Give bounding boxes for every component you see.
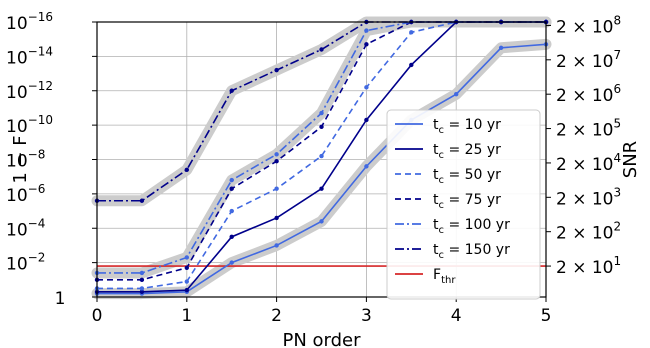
legend-box (386, 109, 541, 300)
data-point (184, 287, 189, 293)
legend-label: tc = 10 yr (433, 117, 501, 136)
right-tick-label: 2 × 103 (556, 185, 621, 209)
data-point (274, 159, 279, 164)
x-tick-label: 3 (361, 306, 372, 326)
left-tick-label: 10−16 (6, 10, 53, 34)
data-point (229, 186, 234, 191)
right-y-axis-label: SNR (620, 141, 641, 178)
data-point (319, 110, 324, 116)
data-point (274, 186, 279, 191)
data-point (229, 177, 234, 183)
left-tick-label: 1 (55, 289, 66, 309)
data-point (229, 234, 234, 240)
data-point (364, 42, 369, 47)
left-y-ticks: 1 10−2 10−4 10−6 10−8 10−10 10−12 10−14 10−16 (6, 10, 97, 309)
x-tick-label: 0 (92, 306, 103, 326)
data-point (454, 91, 459, 97)
right-y-ticks: 2 × 101 2 × 102 2 × 103 2 × 104 2 × 105 2 × 1… (546, 13, 621, 278)
x-ticks: 0 1 2 3 4 5 (92, 297, 552, 326)
data-point (139, 286, 145, 291)
data-point (229, 208, 234, 214)
legend: tc = 10 yr tc = 25 yr tc = 50 yr tc = 75 yr… (386, 109, 541, 300)
data-point (139, 289, 145, 295)
data-point (364, 117, 369, 123)
x-tick-label: 1 (181, 306, 192, 326)
data-point (274, 152, 279, 157)
x-tick-label: 2 (271, 306, 282, 326)
data-point (409, 62, 414, 68)
left-tick-label: 10−14 (6, 44, 53, 68)
left-tick-label: 10−2 (6, 251, 45, 275)
data-point (184, 265, 189, 270)
legend-label: tc = 25 yr (433, 142, 501, 161)
x-tick-label: 5 (541, 306, 552, 326)
data-point (364, 85, 369, 90)
data-point (319, 47, 324, 52)
data-point (274, 215, 279, 221)
data-point (409, 30, 414, 35)
left-tick-label: 10−10 (6, 113, 53, 137)
right-tick-label: 2 × 101 (556, 254, 621, 278)
legend-label: Fthr (433, 267, 456, 286)
data-point (274, 243, 279, 248)
right-tick-label: 2 × 105 (556, 117, 621, 141)
legend-label: tc = 100 yr (433, 217, 510, 236)
right-tick-label: 2 × 104 (556, 151, 621, 175)
right-tick-label: 2 × 102 (556, 220, 621, 244)
data-point (184, 167, 189, 173)
data-point (498, 45, 504, 50)
data-point (319, 219, 324, 224)
right-tick-label: 2 × 106 (556, 82, 621, 106)
x-axis-label: PN order (282, 330, 361, 348)
legend-label: tc = 75 yr (433, 192, 501, 211)
left-tick-label: 10−4 (6, 216, 45, 240)
left-tick-label: 10−6 (6, 182, 45, 206)
left-tick-label: 10−12 (6, 79, 53, 103)
data-point (139, 277, 145, 283)
data-point (229, 260, 234, 265)
x-tick-label: 4 (451, 306, 462, 326)
data-point (319, 124, 324, 130)
data-point (319, 153, 324, 159)
data-point (184, 279, 189, 284)
data-point (274, 67, 279, 73)
legend-label: tc = 50 yr (433, 167, 501, 186)
data-point (184, 255, 189, 260)
right-tick-label: 2 × 108 (556, 13, 621, 37)
left-tick-label: 10−8 (6, 148, 45, 172)
left-y-axis-label: 1 − F (10, 135, 31, 183)
legend-label: tc = 150 yr (433, 242, 510, 261)
data-point (139, 270, 145, 276)
right-tick-label: 2 × 107 (556, 48, 621, 72)
data-point (319, 186, 324, 191)
data-point (229, 88, 234, 93)
data-point (364, 164, 369, 169)
data-point (139, 198, 145, 203)
data-point (364, 28, 369, 33)
